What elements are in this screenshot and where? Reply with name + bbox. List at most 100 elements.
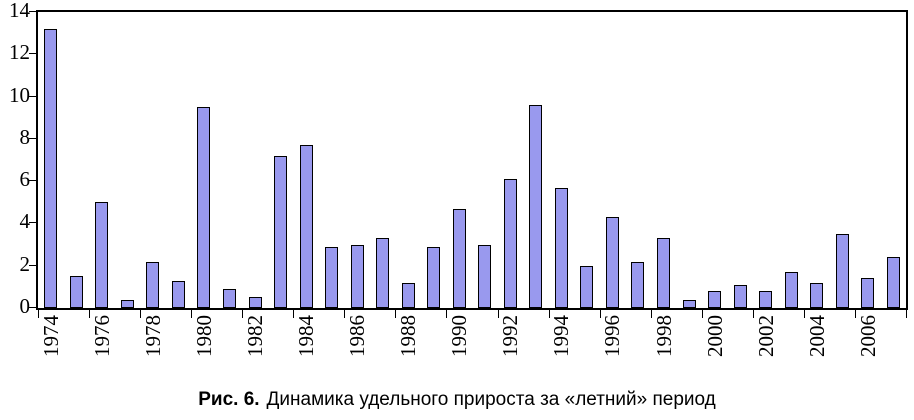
bar-slot (115, 12, 141, 308)
x-tick-label: 1980 (191, 315, 216, 357)
bar-1982 (248, 297, 262, 308)
bar-1993 (529, 105, 543, 308)
bar-1974 (44, 28, 58, 308)
x-label-slot: 2000 (702, 315, 728, 385)
x-tick-mark (191, 310, 193, 318)
bar-1979 (171, 280, 185, 308)
bar-1975 (69, 276, 83, 308)
x-label-slot: 1974 (38, 315, 64, 385)
bar-slot (447, 12, 473, 308)
y-tick-label: 8 (19, 124, 31, 149)
bar-1994 (554, 187, 568, 308)
x-tick-label: 1974 (38, 315, 63, 357)
bar-slot (38, 12, 64, 308)
bar-1980 (197, 107, 211, 308)
bar-slot (166, 12, 192, 308)
y-tick-label: 2 (19, 251, 31, 276)
x-tick-mark (906, 310, 907, 318)
x-tick-label: 2006 (855, 315, 880, 357)
y-tick-mark (29, 11, 36, 12)
bar-1991 (478, 244, 492, 308)
bar-slot (395, 12, 421, 308)
x-tick-mark (752, 310, 754, 318)
x-label-slot (574, 315, 600, 385)
x-label-slot (268, 315, 294, 385)
x-label-slot: 2006 (855, 315, 881, 385)
x-label-slot: 1998 (651, 315, 677, 385)
x-tick-mark (599, 310, 601, 318)
bar-slot (344, 12, 370, 308)
x-tick-label: 1984 (294, 315, 319, 357)
x-tick-label: 1986 (345, 315, 370, 357)
bar-slot (64, 12, 90, 308)
bar-slot (625, 12, 651, 308)
bar-slot (881, 12, 907, 308)
x-tick-label: 1996 (600, 315, 625, 357)
bar-2001 (733, 284, 747, 308)
bar-1987 (376, 238, 390, 308)
x-tick-mark (497, 310, 499, 318)
bar-1990 (452, 208, 466, 308)
y-tick-mark (29, 180, 36, 182)
bar-1981 (222, 288, 236, 308)
bar-slot (293, 12, 319, 308)
bar-1983 (274, 155, 288, 308)
y-tick-mark (29, 222, 36, 224)
x-label-slot (881, 315, 907, 385)
bar-1999 (682, 299, 696, 308)
figure-caption: Рис. 6. Динамика удельного прироста за «л… (0, 389, 914, 411)
x-tick-mark (446, 310, 448, 318)
x-label-slot (217, 315, 243, 385)
y-tick-mark (29, 137, 36, 139)
x-label-slot (64, 315, 90, 385)
bar-slot (242, 12, 268, 308)
bar-slot (370, 12, 396, 308)
bar-slot (574, 12, 600, 308)
x-label-slot (421, 315, 447, 385)
x-label-slot (778, 315, 804, 385)
x-label-slot: 2002 (753, 315, 779, 385)
x-label-slot (727, 315, 753, 385)
plot-area (29, 10, 908, 318)
x-label-slot: 1990 (447, 315, 473, 385)
bar-1992 (503, 179, 517, 308)
x-label-slot: 1980 (191, 315, 217, 385)
bar-slot (727, 12, 753, 308)
x-tick-mark (242, 310, 244, 318)
x-label-slot (166, 315, 192, 385)
x-tick-label: 2002 (753, 315, 778, 357)
y-tick-mark (29, 53, 36, 55)
bar-slot (855, 12, 881, 308)
y-tick-label: 6 (19, 167, 31, 192)
x-label-slot (523, 315, 549, 385)
x-tick-mark (38, 310, 39, 318)
bar-2002 (759, 291, 773, 308)
bar-1988 (401, 282, 415, 308)
x-label-slot (115, 315, 141, 385)
bar-1989 (427, 246, 441, 308)
bar-slot (651, 12, 677, 308)
x-tick-label: 1998 (651, 315, 676, 357)
bar-1984 (299, 145, 313, 308)
y-tick-label: 0 (19, 293, 31, 318)
bar-1986 (350, 244, 364, 308)
x-tick-label: 2000 (702, 315, 727, 357)
bar-2007 (886, 257, 900, 308)
bar-2000 (708, 291, 722, 308)
x-label-slot: 1994 (549, 315, 575, 385)
caption-text: Динамика удельного прироста за «летний» … (266, 389, 716, 410)
x-label-slot: 1984 (293, 315, 319, 385)
bar-slot (778, 12, 804, 308)
x-axis-labels: 1974 1976 1978 1980 1982 1984 1986 1988 1990 1992… (38, 315, 906, 385)
bar-slot (89, 12, 115, 308)
x-tick-label: 1990 (447, 315, 472, 357)
x-tick-mark (344, 310, 346, 318)
bar-slot (829, 12, 855, 308)
bar-1996 (605, 217, 619, 308)
x-label-slot (472, 315, 498, 385)
x-tick-label: 1988 (396, 315, 421, 357)
x-tick-mark (854, 310, 856, 318)
x-label-slot: 1986 (344, 315, 370, 385)
bar-1985 (325, 246, 339, 308)
